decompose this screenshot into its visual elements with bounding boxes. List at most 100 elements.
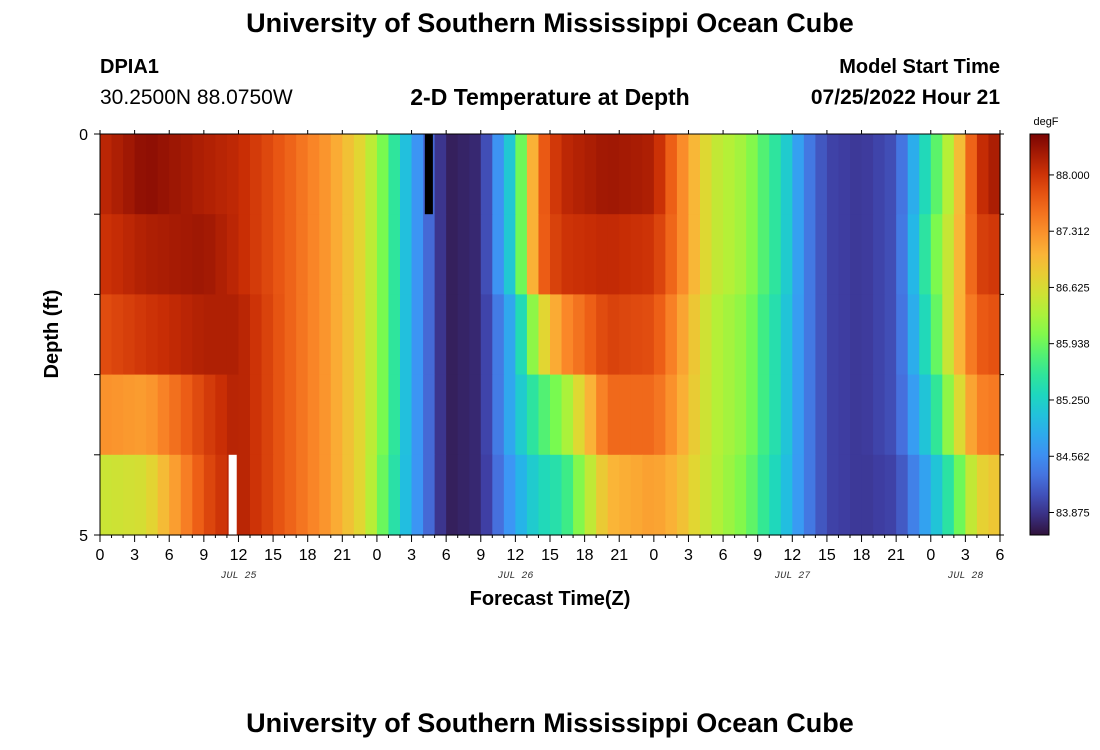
heatmap-cell (896, 374, 909, 456)
heatmap-cell (192, 374, 205, 456)
heatmap-cell (492, 214, 505, 295)
heatmap-cell (873, 454, 886, 536)
heatmap-cell (838, 214, 851, 295)
heatmap-cell (273, 134, 286, 215)
heatmap-cell (780, 374, 793, 456)
heatmap-cell (642, 374, 655, 456)
heatmap-cell (584, 214, 597, 295)
heatmap-cell (192, 294, 205, 376)
x-tick-label: 21 (333, 547, 351, 564)
heatmap-cell (919, 294, 932, 376)
heatmap-cell (550, 454, 563, 536)
heatmap-cell (988, 134, 1001, 215)
heatmap-cell (203, 294, 216, 376)
colorbar-gradient (1029, 133, 1050, 536)
heatmap-cell (492, 454, 505, 536)
heatmap-cell (238, 374, 251, 456)
heatmap-cell (976, 214, 990, 295)
colorbar-tick-label: 86.625 (1056, 282, 1090, 294)
heatmap-cell (700, 214, 713, 295)
heatmap-cell (942, 294, 955, 376)
heatmap-cell (826, 454, 840, 536)
heatmap-cell (550, 294, 563, 376)
heatmap-cell (284, 374, 297, 456)
heatmap-cell (388, 134, 401, 215)
heatmap-cell (238, 214, 251, 295)
heatmap-cell (919, 134, 932, 215)
heatmap-cell (342, 134, 355, 215)
heatmap-cell (700, 374, 713, 456)
heatmap-cell (100, 294, 113, 376)
heatmap-cell (365, 214, 378, 295)
heatmap-cell (250, 134, 263, 215)
heatmap-cell (850, 134, 863, 215)
heatmap-cell (330, 454, 343, 536)
heatmap-cell (400, 374, 413, 456)
heatmap-cell (550, 214, 563, 295)
heatmap-cell (203, 134, 216, 215)
heatmap-cell (723, 454, 736, 536)
heatmap-cell (607, 374, 620, 456)
heatmap-cell (826, 294, 840, 376)
heatmap-cell (861, 454, 874, 536)
heatmap-cell (134, 214, 147, 295)
heatmap-cell (665, 214, 678, 295)
x-day-label: JUL 28 (947, 571, 983, 582)
heatmap-cell (111, 454, 124, 536)
heatmap-cell (873, 294, 886, 376)
heatmap-cell (700, 454, 713, 536)
x-tick-label: 6 (165, 547, 174, 564)
heatmap-cell (896, 134, 909, 215)
heatmap-cell (896, 214, 909, 295)
heatmap-cell (296, 374, 309, 456)
heatmap-cell (792, 134, 805, 215)
temperature-heatmap: 0 3 6 9 12 15 18 21 0 3 6 9 12 15 18 21 0 3 6 9 12 15 18 21 0 3 6 J… (41, 116, 1090, 610)
heatmap-cell (653, 454, 666, 536)
heatmap-cell (400, 214, 413, 295)
colorbar-tick-label: 85.250 (1056, 395, 1090, 407)
heatmap-cell (607, 134, 620, 215)
heatmap-cell (573, 134, 586, 215)
heatmap-cell (134, 454, 147, 536)
heatmap-cell (376, 374, 390, 456)
heatmap-cell (769, 214, 782, 295)
heatmap-cell (526, 134, 540, 215)
heatmap-cell (815, 214, 828, 295)
heatmap-cell (365, 294, 378, 376)
heatmap-cell (238, 454, 251, 536)
x-tick-label: 18 (853, 547, 871, 564)
heatmap-cell (319, 374, 332, 456)
heatmap-cell (665, 374, 678, 456)
heatmap-cell (838, 294, 851, 376)
heatmap-cell (411, 294, 424, 376)
heatmap-cell (319, 454, 332, 536)
heatmap-cell (642, 294, 655, 376)
heatmap-cell (307, 134, 320, 215)
heatmap-cell (134, 374, 147, 456)
heatmap-cell (388, 294, 401, 376)
heatmap-cell (792, 374, 805, 456)
heatmap-cell (169, 214, 182, 295)
heatmap-cell (353, 214, 366, 295)
heatmap-cell (423, 214, 436, 295)
heatmap-cell (653, 134, 666, 215)
chart-subtitle: 2-D Temperature at Depth (410, 84, 690, 110)
model-start-label: Model Start Time (839, 56, 1000, 78)
heatmap-cell (469, 134, 482, 215)
heatmap-cell (365, 134, 378, 215)
colorbar-ticks: 88.000 87.312 86.625 85.938 85.250 84.562 83.8… (1049, 170, 1090, 519)
heatmap-cell (469, 214, 482, 295)
heatmap-cell (400, 454, 413, 536)
heatmap-cell (700, 134, 713, 215)
heatmap-cell (734, 294, 747, 376)
heatmap-cell (757, 294, 770, 376)
y-tick-label: 0 (79, 127, 88, 144)
heatmap-cell (307, 294, 320, 376)
heatmap-cell (411, 214, 424, 295)
heatmap-cell (515, 294, 528, 376)
x-day-label: JUL 26 (497, 571, 533, 582)
heatmap-cell (388, 454, 401, 536)
heatmap-cell (665, 294, 678, 376)
heatmap-cell (803, 374, 816, 456)
heatmap-cell (480, 374, 493, 456)
